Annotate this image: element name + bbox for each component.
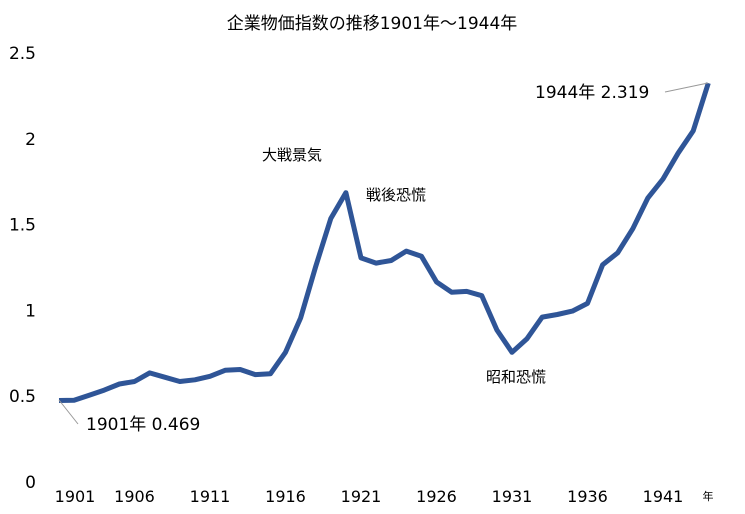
x-tick-label: 1936 — [567, 487, 608, 506]
y-tick-label: 1.5 — [9, 216, 36, 236]
x-tick-label: 1916 — [265, 487, 306, 506]
y-tick-label: 1 — [25, 301, 36, 321]
y-tick-label: 0.5 — [9, 387, 36, 407]
x-tick-label: 1921 — [341, 487, 382, 506]
x-tick-label: 1911 — [190, 487, 231, 506]
x-tick-label: 1901 — [55, 487, 96, 506]
y-tick-label: 0 — [25, 473, 36, 493]
x-axis-label: 年 — [703, 489, 714, 503]
y-tick-label: 2 — [25, 130, 36, 150]
x-tick-label: 1906 — [114, 487, 155, 506]
x-tick-label: 1926 — [416, 487, 457, 506]
chart-title: 企業物価指数の推移1901年～1944年 — [227, 14, 518, 34]
x-tick-label: 1931 — [492, 487, 533, 506]
start-leader-line — [58, 399, 79, 425]
annotation-end: 1944年 2.319 — [535, 83, 649, 103]
end-leader-line — [664, 82, 709, 93]
x-tick-label: 1941 — [643, 487, 684, 506]
y-tick-label: 2.5 — [9, 44, 36, 64]
annotation-start: 1901年 0.469 — [86, 415, 200, 435]
series-line — [58, 82, 711, 403]
annotation-boom: 大戦景気 — [262, 146, 322, 164]
annotation-postwar: 戦後恐慌 — [366, 186, 426, 204]
annotation-showa: 昭和恐慌 — [486, 368, 546, 386]
